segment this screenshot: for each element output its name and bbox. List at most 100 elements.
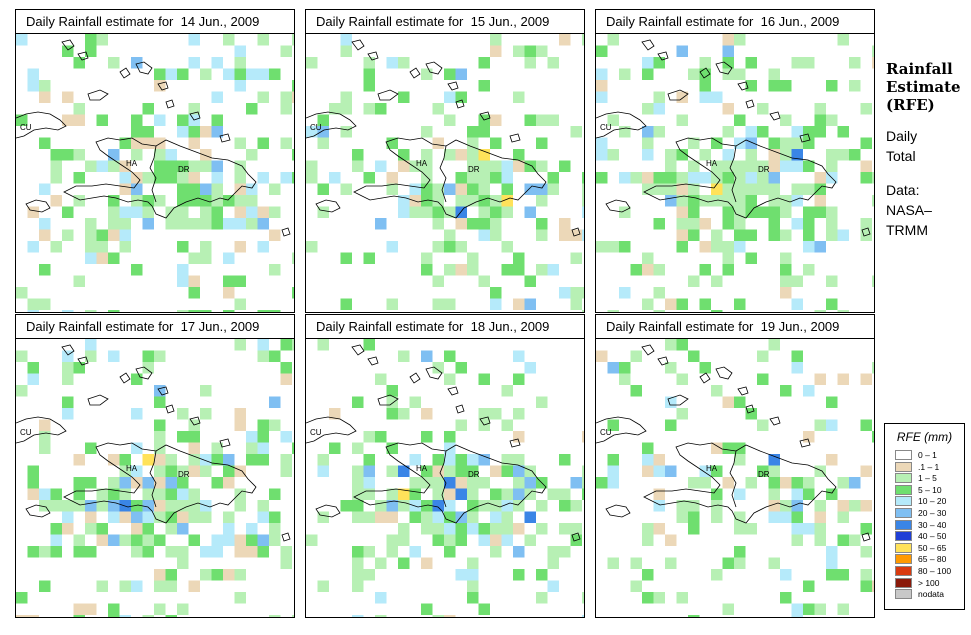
rainfall-cell [96,523,108,535]
rainfall-cell [96,241,108,253]
rainfall-cell [688,183,700,195]
rainfall-cell [711,442,723,454]
rainfall-cell [177,160,189,172]
rainfall-cell [570,477,582,489]
rainfall-cell [444,523,456,535]
rainfall-cell [467,252,479,264]
rainfall-cell [131,523,143,535]
rainfall-cell [292,252,294,264]
rainfall-cell [421,160,433,172]
rainfall-cell [803,603,815,615]
rainfall-cell [292,442,294,454]
rainfall-cell [188,57,200,69]
rainfall-cell [50,149,62,161]
rainfall-cell [73,534,85,546]
rainfall-cell [699,241,711,253]
rainfall-cell [131,57,143,69]
rainfall-cell [119,580,131,592]
legend-swatch [895,496,912,507]
rainfall-cell [257,218,269,230]
rainfall-cell [165,488,177,500]
rainfall-cell [200,206,212,218]
rainfall-cell [826,114,838,126]
rainfall-cell [188,275,200,287]
rainfall-cell [108,534,120,546]
rainfall-cell [524,160,536,172]
rainfall-cell [386,442,398,454]
rainfall-cell [524,57,536,69]
rainfall-cell [490,465,502,477]
rainfall-cell [280,91,292,103]
rainfall-cell [711,385,723,397]
rainfall-cell [478,183,490,195]
rainfall-cell [547,546,559,558]
rainfall-cell [791,183,803,195]
rainfall-cell [444,546,456,558]
rainfall-cell [340,183,352,195]
rainfall-cell [444,149,456,161]
rainfall-cell [699,465,711,477]
rainfall-cell [211,206,223,218]
rainfall-cell [455,264,467,276]
rainfall-cell [257,206,269,218]
rainfall-cell [375,431,387,443]
rainfall-cell [386,172,398,184]
rainfall-cell [513,373,525,385]
rainfall-cell [154,350,166,362]
rainfall-cell [490,287,502,299]
rainfall-cell [872,172,874,184]
rainfall-cell [142,500,154,512]
rainfall-cell [200,183,212,195]
rainfall-cell [536,195,548,207]
rainfall-cell [722,34,734,46]
rainfall-cell [280,557,292,569]
legend-label: 80 – 100 [918,565,952,576]
rainfall-cell [444,298,456,310]
rainfall-cell [62,408,74,420]
rainfall-cell [108,511,120,523]
legend-title: RFE (mm) [896,430,953,444]
rainfall-cell [642,103,654,115]
rainfall-map: CU HA DR [15,33,295,313]
rainfall-cell [676,339,688,351]
rainfall-cell [432,511,444,523]
rainfall-cell [722,172,734,184]
rainfall-cell [62,396,74,408]
rainfall-cell [653,264,665,276]
legend-item: 20 – 30 [885,507,964,520]
rainfall-cell [108,160,120,172]
rainfall-cell [444,511,456,523]
rainfall-cell [269,310,281,312]
rainfall-cell [188,431,200,443]
rainfall-cell [62,511,74,523]
rainfall-cell [165,523,177,535]
rainfall-cell [223,275,235,287]
rainfall-cell [280,362,292,374]
rainfall-cell [96,114,108,126]
rainfall-cell [791,511,803,523]
island-outline [715,366,733,380]
rainfall-cell [757,172,769,184]
rainfall-cell [211,126,223,138]
rainfall-cell [246,534,258,546]
rainfall-cell [570,252,582,264]
rainfall-cell [501,419,513,431]
rainfall-cell [200,218,212,230]
island-outline [165,404,175,414]
rainfall-cell [478,408,490,420]
rainfall-cell [814,534,826,546]
rainfall-cell [234,546,246,558]
rainfall-cell [467,488,479,500]
rainfall-cell [85,310,97,312]
rainfall-cell [814,373,826,385]
rainfall-cell [257,534,269,546]
rainfall-cell [386,500,398,512]
rainfall-cell [340,298,352,310]
rainfall-cell [757,183,769,195]
rainfall-cell [200,252,212,264]
rainfall-cell [791,160,803,172]
rainfall-cell [142,206,154,218]
rainfall-cell [559,34,571,46]
rainfall-cell [536,137,548,149]
rainfall-cell [570,126,582,138]
